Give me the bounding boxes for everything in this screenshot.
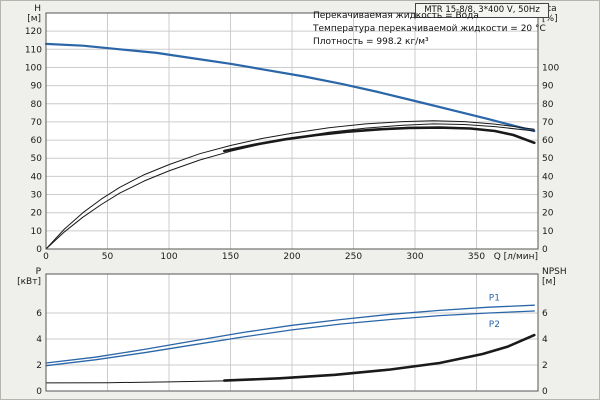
y-left-tick-label: 80: [31, 100, 43, 110]
x-tick-label: 150: [222, 252, 239, 262]
x-axis-label: Q [л/мин]: [494, 252, 538, 262]
plot-border: [45, 273, 539, 392]
power-npsh-chart-canvas: 0 2 4 6 0 2 4 6 P[кВт] NPSH[м] P1 P2: [17, 267, 567, 397]
annotation-density: Плотность = 998.2 кг/м³: [313, 37, 429, 47]
y-right-axis-unit: [м]: [542, 277, 556, 287]
y-left-axis-unit: [м]: [27, 14, 41, 24]
series-eta-duty-thick: [223, 126, 536, 153]
y-right-tick-label: 80: [542, 100, 554, 110]
y-right-axis-label: eta: [542, 4, 557, 14]
x-tick-label: 250: [345, 252, 362, 262]
series-P2-curve: [45, 310, 535, 367]
y-right-tick-label: 2: [542, 361, 548, 371]
series-NPSH-duty-thick: [223, 333, 536, 382]
y-left-tick-label: 60: [31, 136, 43, 146]
y-left-tick-label: 6: [36, 309, 42, 319]
head-eta-chart-canvas: 0 50 100 150 200 250 300 3500102030405060708090…: [25, 4, 560, 262]
series-label-P1: P1: [489, 293, 500, 303]
pump-model-title: MTR 15-8/8, 3*400 V, 50Hz: [415, 3, 549, 18]
y-left-tick-label: 120: [25, 27, 42, 37]
series-P1-curve: [45, 304, 535, 364]
series-H-curve: [44, 42, 536, 133]
y-left-tick-label: 2: [36, 361, 42, 371]
y-left-axis-label: H: [34, 4, 41, 14]
x-tick-label: 350: [468, 252, 485, 262]
x-tick-label: 100: [160, 252, 177, 262]
y-left-tick-label: 20: [31, 209, 43, 219]
series-eta-upper-thin: [45, 120, 535, 250]
y-left-tick-label: 4: [36, 335, 42, 345]
plot-border: [45, 12, 539, 250]
y-right-tick-label: 50: [542, 154, 554, 164]
y-left-tick-label: 0: [36, 387, 42, 397]
y-left-tick-label: 90: [31, 82, 43, 92]
series-label-P2: P2: [489, 320, 500, 330]
y-right-tick-label: 6: [542, 309, 548, 319]
y-right-tick-label: 90: [542, 82, 554, 92]
y-left-tick-label: 10: [31, 227, 43, 237]
y-right-tick-label: 30: [542, 191, 554, 201]
x-tick-label: 200: [283, 252, 300, 262]
y-right-tick-label: 70: [542, 118, 554, 128]
y-right-tick-label: 10: [542, 227, 554, 237]
y-right-tick-label: 4: [542, 335, 548, 345]
y-left-tick-label: 70: [31, 118, 43, 128]
x-tick-label: 300: [406, 252, 423, 262]
annotation-liquid: Перекачиваемая жидкость = Вода: [313, 11, 479, 21]
x-tick-label: 50: [102, 252, 114, 262]
x-tick-label: 0: [43, 252, 49, 262]
y-left-axis-label: P: [36, 267, 42, 277]
y-right-axis-unit: [%]: [542, 14, 558, 24]
y-left-tick-label: 50: [31, 154, 43, 164]
y-right-tick-label: 0: [542, 245, 548, 255]
annotation-temperature: Температура перекачиваемой жидкости = 20…: [313, 24, 546, 34]
y-left-tick-label: 100: [25, 63, 42, 73]
y-left-tick-label: 30: [31, 191, 43, 201]
y-right-axis-label: NPSH: [542, 267, 567, 277]
y-left-tick-label: 0: [36, 245, 42, 255]
y-right-tick-label: 20: [542, 209, 554, 219]
y-left-axis-unit: [кВт]: [17, 277, 41, 287]
y-right-tick-label: 0: [542, 387, 548, 397]
y-right-tick-label: 40: [542, 172, 554, 182]
series-NPSH-lead-thin: [45, 380, 225, 384]
y-right-tick-label: 100: [542, 63, 559, 73]
y-left-tick-label: 110: [25, 45, 42, 55]
y-left-tick-label: 40: [31, 172, 43, 182]
y-right-tick-label: 60: [542, 136, 554, 146]
